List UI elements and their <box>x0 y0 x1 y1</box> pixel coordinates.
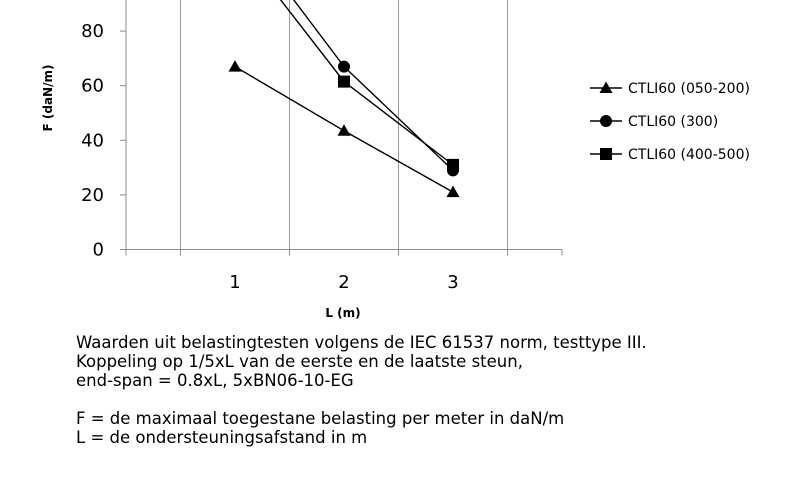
y-tick-labels: 0 20 40 60 80 <box>81 21 104 260</box>
chart-notes: Waarden uit belastingtesten volgens de I… <box>76 333 647 447</box>
y-tick-label: 20 <box>81 185 104 206</box>
y-tick-label: 80 <box>81 21 104 42</box>
legend-label: CTLI60 (300) <box>628 114 718 130</box>
x-tick-labels: 1 2 3 <box>229 272 458 293</box>
y-tick-label: 40 <box>81 130 104 151</box>
triangle-marker <box>446 185 460 198</box>
note-spacer <box>76 390 647 409</box>
legend-label: CTLI60 (050-200) <box>628 81 750 97</box>
x-tick-label: 3 <box>447 272 458 293</box>
triangle-marker <box>599 81 613 93</box>
y-tick-label: 0 <box>93 240 104 261</box>
square-marker <box>338 75 350 88</box>
series-layer <box>234 0 454 193</box>
gridlines <box>180 0 508 250</box>
y-tick-label: 60 <box>81 76 104 97</box>
circle-marker <box>600 115 612 127</box>
note-line-3: end-span = 0.8xL, 5xBN06-10-EG <box>76 371 354 390</box>
circle-marker <box>338 60 350 73</box>
square-marker <box>600 148 612 160</box>
line-chart: 0 20 40 60 80 1 2 3 F (daN/m) L (m) CTLI60 (05… <box>41 0 750 320</box>
note-line-2: Koppeling op 1/5xL van de eerste en de l… <box>76 352 523 371</box>
x-axis-title: L (m) <box>325 306 360 320</box>
note-line-1: Waarden uit belastingtesten volgens de I… <box>76 333 647 352</box>
triangle-marker <box>228 60 242 72</box>
x-tick-label: 2 <box>338 272 349 293</box>
legend: CTLI60 (050-200) CTLI60 (300) CTLI60 (400-… <box>590 81 750 163</box>
triangle-marker <box>337 124 351 136</box>
legend-label: CTLI60 (400-500) <box>628 147 750 163</box>
axes <box>120 0 563 256</box>
square-marker <box>447 158 459 171</box>
note-line-4: F = de maximaal toegestane belasting per… <box>76 409 565 428</box>
y-axis-title: F (daN/m) <box>41 65 55 132</box>
note-line-5: L = de ondersteuningsafstand in m <box>76 428 368 447</box>
marker-layer <box>228 60 460 198</box>
x-tick-label: 1 <box>229 272 240 293</box>
